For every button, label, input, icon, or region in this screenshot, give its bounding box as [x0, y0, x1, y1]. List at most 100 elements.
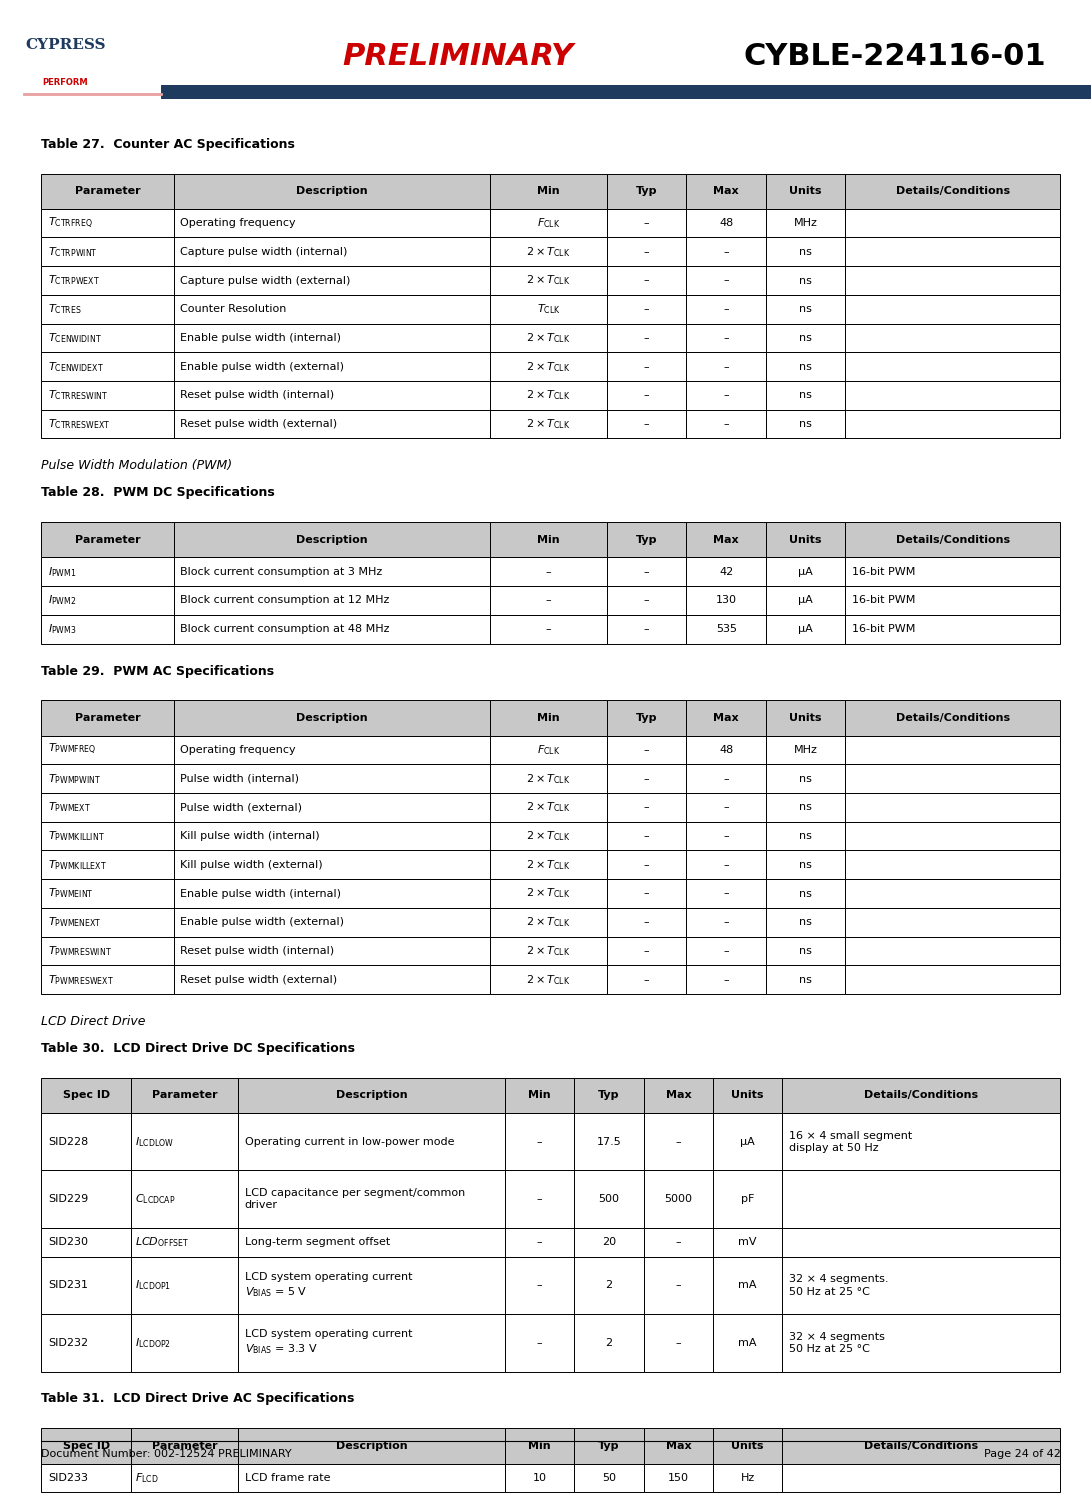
Bar: [686, 615, 766, 643]
Bar: [686, 295, 766, 323]
Text: Operating frequency: Operating frequency: [180, 745, 296, 755]
Text: –: –: [644, 945, 649, 956]
Text: LCD capacitance per segment/common
driver: LCD capacitance per segment/common drive…: [244, 1188, 465, 1210]
Bar: [766, 850, 846, 880]
Bar: [490, 936, 607, 965]
Text: 16-bit PWM: 16-bit PWM: [852, 624, 915, 634]
Text: $T_{\mathsf{CTRPWINT}}$: $T_{\mathsf{CTRPWINT}}$: [48, 245, 98, 259]
Text: SID232: SID232: [48, 1337, 88, 1348]
Bar: [41, 965, 173, 993]
Text: $T_{\mathsf{PWMFREQ}}$: $T_{\mathsf{PWMFREQ}}$: [48, 742, 96, 757]
Bar: [846, 209, 1060, 238]
Text: LCD system operating current
$V_{\mathsf{BIAS}}$ = 5 V: LCD system operating current $V_{\mathsf…: [244, 1272, 412, 1299]
Text: $I_{\mathsf{LCDOP1}}$: $I_{\mathsf{LCDOP1}}$: [135, 1279, 171, 1293]
Text: $T_{\mathsf{CTRRESWINT}}$: $T_{\mathsf{CTRRESWINT}}$: [48, 389, 108, 402]
Bar: [41, 1429, 131, 1463]
Text: –: –: [723, 975, 729, 984]
Bar: [607, 700, 686, 736]
Text: LCD frame rate: LCD frame rate: [244, 1474, 331, 1483]
Bar: [714, 1257, 782, 1313]
Bar: [766, 323, 846, 353]
Text: LCD system operating current
$V_{\mathsf{BIAS}}$ = 3.3 V: LCD system operating current $V_{\mathsf…: [244, 1330, 412, 1357]
Bar: [490, 209, 607, 238]
Text: 16 × 4 small segment
display at 50 Hz: 16 × 4 small segment display at 50 Hz: [789, 1131, 912, 1153]
Bar: [846, 821, 1060, 850]
Text: Counter Resolution: Counter Resolution: [180, 304, 287, 314]
Text: Page 24 of 42: Page 24 of 42: [984, 1448, 1060, 1459]
Text: $T_{\mathsf{PWMENEXT}}$: $T_{\mathsf{PWMENEXT}}$: [48, 916, 101, 929]
Bar: [41, 1228, 131, 1257]
Bar: [607, 174, 686, 209]
Text: 48: 48: [719, 745, 733, 755]
Text: $2 \times T_{\mathsf{CLK}}$: $2 \times T_{\mathsf{CLK}}$: [526, 417, 571, 431]
Text: –: –: [644, 419, 649, 429]
Text: Table 29.  PWM AC Specifications: Table 29. PWM AC Specifications: [41, 664, 275, 678]
Bar: [505, 1170, 574, 1228]
Bar: [490, 381, 607, 410]
Bar: [490, 238, 607, 266]
Bar: [41, 522, 173, 558]
Bar: [782, 1429, 1060, 1463]
Text: –: –: [723, 860, 729, 869]
Text: $T_{\mathsf{CTRFREQ}}$: $T_{\mathsf{CTRFREQ}}$: [48, 215, 93, 230]
Bar: [131, 1313, 238, 1372]
Text: Capture pulse width (internal): Capture pulse width (internal): [180, 247, 348, 257]
Text: Parameter: Parameter: [152, 1441, 217, 1451]
Bar: [846, 936, 1060, 965]
Text: –: –: [644, 275, 649, 286]
Text: $2 \times T_{\mathsf{CLK}}$: $2 \times T_{\mathsf{CLK}}$: [526, 274, 571, 287]
Bar: [782, 1463, 1060, 1492]
Bar: [686, 764, 766, 793]
Bar: [41, 1257, 131, 1313]
Text: –: –: [644, 390, 649, 401]
Text: Spec ID: Spec ID: [62, 1091, 110, 1101]
Text: –: –: [723, 945, 729, 956]
Bar: [505, 1228, 574, 1257]
Bar: [607, 266, 686, 295]
Text: –: –: [546, 567, 551, 577]
Bar: [607, 522, 686, 558]
Bar: [644, 1170, 714, 1228]
Text: Table 28.  PWM DC Specifications: Table 28. PWM DC Specifications: [41, 486, 275, 500]
Bar: [490, 821, 607, 850]
Text: $F_{\mathsf{CLK}}$: $F_{\mathsf{CLK}}$: [537, 744, 560, 757]
Bar: [41, 209, 173, 238]
Bar: [686, 381, 766, 410]
Bar: [766, 764, 846, 793]
Bar: [41, 1463, 131, 1492]
Bar: [41, 880, 173, 908]
Text: ns: ns: [800, 304, 812, 314]
Bar: [644, 1077, 714, 1113]
Bar: [846, 323, 1060, 353]
Bar: [490, 880, 607, 908]
Text: ns: ns: [800, 802, 812, 812]
Bar: [41, 586, 173, 615]
Text: –: –: [723, 362, 729, 371]
Bar: [41, 936, 173, 965]
Bar: [846, 353, 1060, 381]
Text: 48: 48: [719, 218, 733, 227]
Text: Min: Min: [537, 186, 560, 196]
Text: –: –: [537, 1337, 542, 1348]
Bar: [607, 615, 686, 643]
Bar: [686, 522, 766, 558]
Bar: [173, 266, 490, 295]
Text: –: –: [675, 1137, 681, 1147]
Text: $T_{\mathsf{CENWIDINT}}$: $T_{\mathsf{CENWIDINT}}$: [48, 331, 101, 346]
Bar: [846, 615, 1060, 643]
Text: $I_{\mathsf{LCDLOW}}$: $I_{\mathsf{LCDLOW}}$: [135, 1135, 175, 1149]
Bar: [607, 295, 686, 323]
Bar: [173, 736, 490, 764]
Text: Enable pulse width (external): Enable pulse width (external): [180, 917, 345, 928]
Text: $2 \times T_{\mathsf{CLK}}$: $2 \times T_{\mathsf{CLK}}$: [526, 331, 571, 346]
Bar: [161, 85, 1091, 99]
Bar: [782, 1313, 1060, 1372]
Text: Details/Conditions: Details/Conditions: [864, 1441, 979, 1451]
Text: $T_{\mathsf{PWMRESWEXT}}$: $T_{\mathsf{PWMRESWEXT}}$: [48, 972, 113, 987]
Bar: [173, 353, 490, 381]
Bar: [41, 353, 173, 381]
Bar: [846, 238, 1060, 266]
Text: Kill pulse width (internal): Kill pulse width (internal): [180, 832, 320, 841]
Bar: [607, 764, 686, 793]
Text: Enable pulse width (external): Enable pulse width (external): [180, 362, 345, 371]
